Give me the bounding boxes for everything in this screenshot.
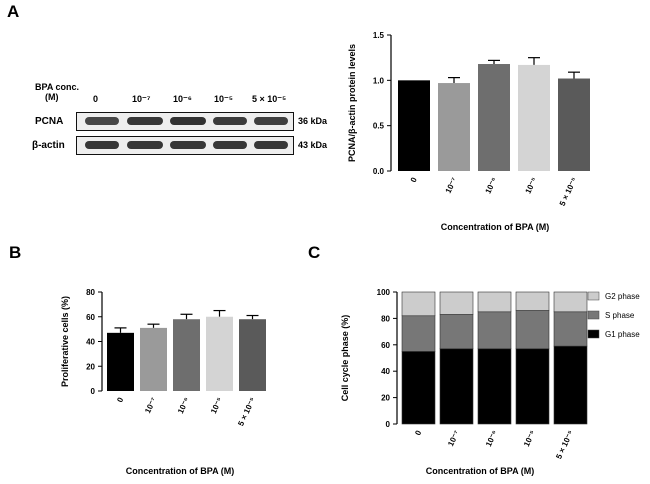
blot-conc-unit: (M) [45,92,59,102]
stacked-bar-segment [477,291,512,313]
panel-letter-c: C [308,243,321,262]
pcna-band [170,117,206,125]
panel-letter-a: A [7,2,20,21]
x-tick-label: 10⁻⁷ [444,176,459,195]
blot-row-label: β-actin [32,140,65,151]
stacked-bar-segment [439,314,474,350]
stacked-bar-segment [477,311,512,350]
stacked-bar-segment [439,291,474,315]
legend-label: G2 phase [605,292,640,301]
actin-band [85,141,119,149]
pcna-band [85,117,119,125]
actin-blot-strip [76,136,294,155]
y-axis-label: PCNA/β-actin protein levels [347,44,357,162]
stacked-bar-segment [553,291,588,313]
chart-a-pcna-levels: 0.0 0.5 1.0 1.5 PCNA/β-actin protein levels 0… [347,31,590,232]
panel-letter-b: B [9,243,22,262]
blot-row-size: 36 kDa [298,116,328,126]
y-tick-label: 20 [86,362,95,371]
x-tick-label: 5 × 10⁻⁵ [558,176,579,208]
x-tick-label: 10⁻⁶ [484,176,499,195]
bar [518,64,550,171]
bar [206,316,233,391]
y-axis-label: Cell cycle phase (%) [340,315,350,402]
bar [438,83,470,171]
x-tick-label: 0 [115,396,125,404]
bar [478,64,510,171]
actin-band [170,141,206,149]
legend-swatch [587,291,600,301]
blot-lane-label: 0 [93,94,99,104]
actin-band [213,141,247,149]
y-tick-label: 40 [381,367,390,376]
pcna-band [254,117,288,125]
blot-lane-label: 10⁻⁵ [214,94,233,104]
x-tick-label: 5 × 10⁻⁵ [236,396,257,428]
bar [107,332,134,391]
stacked-bar-segment [477,348,512,425]
pcna-band [213,117,247,125]
legend-label: G1 phase [605,330,640,339]
y-tick-label: 20 [381,394,390,403]
x-tick-label: 10⁻⁵ [209,396,224,415]
x-tick-label: 0 [413,429,423,437]
x-axis-label: Concentration of BPA (M) [126,466,235,476]
y-tick-label: 0 [91,387,96,396]
x-axis-label: Concentration of BPA (M) [441,222,550,232]
stacked-bar-segment [553,345,588,425]
y-axis-label: Proliferative cells (%) [60,296,70,387]
western-blot: BPA conc. (M) 0 10⁻⁷ 10⁻⁶ 10⁻⁵ 5 × 10⁻⁵ … [0,0,340,240]
x-tick-label: 10⁻⁵ [524,176,539,195]
bar [558,78,590,171]
y-tick-label: 1.5 [373,31,385,40]
y-tick-label: 40 [86,338,95,347]
blot-conc-label: BPA conc. [35,82,80,92]
x-axis-label: Concentration of BPA (M) [426,466,535,476]
stacked-bar-segment [401,351,436,425]
y-tick-label: 80 [86,288,95,297]
stacked-bar-segment [401,315,436,352]
legend-swatch [587,310,600,320]
pcna-band [127,117,163,125]
blot-lane-label: 10⁻⁶ [173,94,192,104]
chart-b-proliferative-cells: 0 20 40 60 80 Proliferative cells (%) 0 10⁻⁷ 10⁻… [60,288,266,476]
stacked-bar-segment [553,311,588,347]
x-tick-label: 0 [409,176,419,184]
x-tick-label: 10⁻⁶ [176,396,191,415]
x-tick-label: 5 × 10⁻⁵ [554,429,575,461]
y-tick-label: 60 [381,341,390,350]
x-tick-label: 10⁻⁵ [522,429,537,448]
stacked-bar-segment [515,348,550,425]
blot-row-label: PCNA [35,116,64,127]
stacked-bar-segment [515,291,550,311]
chart-c-cell-cycle: 0 20 40 60 80 100 Cell cycle phase (%) 0 10⁻⁷ 10⁻… [340,288,640,476]
x-tick-label: 10⁻⁶ [484,429,499,448]
blot-lane-label: 5 × 10⁻⁵ [252,94,287,104]
stacked-bar-segment [515,310,550,350]
blot-row-size: 43 kDa [298,140,328,150]
stacked-bar-segment [401,291,436,317]
y-tick-label: 60 [86,313,95,322]
actin-band [127,141,163,149]
y-tick-label: 0.5 [373,122,385,131]
y-tick-label: 100 [377,288,391,297]
x-tick-label: 10⁻⁷ [143,396,158,415]
y-tick-label: 80 [381,314,390,323]
bar [239,319,266,391]
bar [398,80,430,171]
bar [173,319,200,391]
x-tick-label: 10⁻⁷ [446,429,461,448]
pcna-blot-strip [76,112,294,131]
blot-lane-label: 10⁻⁷ [132,94,151,104]
y-tick-label: 0 [386,420,391,429]
legend-swatch [587,329,600,339]
legend-label: S phase [605,311,635,320]
bar [140,327,167,391]
y-tick-label: 0.0 [373,167,385,176]
stacked-bar-segment [439,348,474,425]
y-tick-label: 1.0 [373,76,385,85]
actin-band [254,141,288,149]
